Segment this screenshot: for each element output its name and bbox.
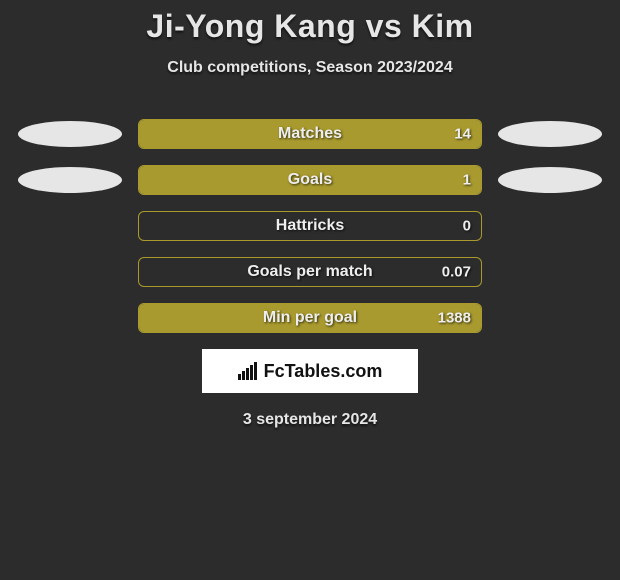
stat-value: 0.07 <box>442 264 471 281</box>
left-ellipse <box>18 167 122 193</box>
stat-bar: Goals 1 <box>138 165 482 195</box>
right-ellipse-placeholder <box>498 213 602 239</box>
stat-row: Goals 1 <box>0 165 620 195</box>
stat-row: Hattricks 0 <box>0 211 620 241</box>
stat-row: Goals per match 0.07 <box>0 257 620 287</box>
stat-label: Goals <box>288 171 332 189</box>
stat-value: 1388 <box>438 310 471 327</box>
stats-container: Matches 14 Goals 1 Hattricks 0 Goals per match… <box>0 119 620 333</box>
stat-bar: Hattricks 0 <box>138 211 482 241</box>
page-title: Ji-Yong Kang vs Kim <box>0 8 620 45</box>
left-ellipse-placeholder <box>18 305 122 331</box>
right-ellipse <box>498 121 602 147</box>
subtitle: Club competitions, Season 2023/2024 <box>0 59 620 77</box>
source-logo: FcTables.com <box>202 349 418 393</box>
stat-label: Goals per match <box>247 263 372 281</box>
stat-label: Hattricks <box>276 217 344 235</box>
stat-bar: Goals per match 0.07 <box>138 257 482 287</box>
left-ellipse <box>18 121 122 147</box>
bar-chart-icon <box>238 362 260 380</box>
stat-value: 14 <box>454 126 471 143</box>
logo-text: FcTables.com <box>264 361 383 382</box>
left-ellipse-placeholder <box>18 213 122 239</box>
right-ellipse-placeholder <box>498 259 602 285</box>
stat-bar: Matches 14 <box>138 119 482 149</box>
stat-row: Matches 14 <box>0 119 620 149</box>
right-ellipse-placeholder <box>498 305 602 331</box>
stat-bar: Min per goal 1388 <box>138 303 482 333</box>
stat-label: Min per goal <box>263 309 357 327</box>
stat-value: 0 <box>463 218 471 235</box>
stat-label: Matches <box>278 125 342 143</box>
stat-value: 1 <box>463 172 471 189</box>
comparison-card: Ji-Yong Kang vs Kim Club competitions, S… <box>0 0 620 429</box>
right-ellipse <box>498 167 602 193</box>
left-ellipse-placeholder <box>18 259 122 285</box>
date-label: 3 september 2024 <box>0 411 620 429</box>
stat-row: Min per goal 1388 <box>0 303 620 333</box>
